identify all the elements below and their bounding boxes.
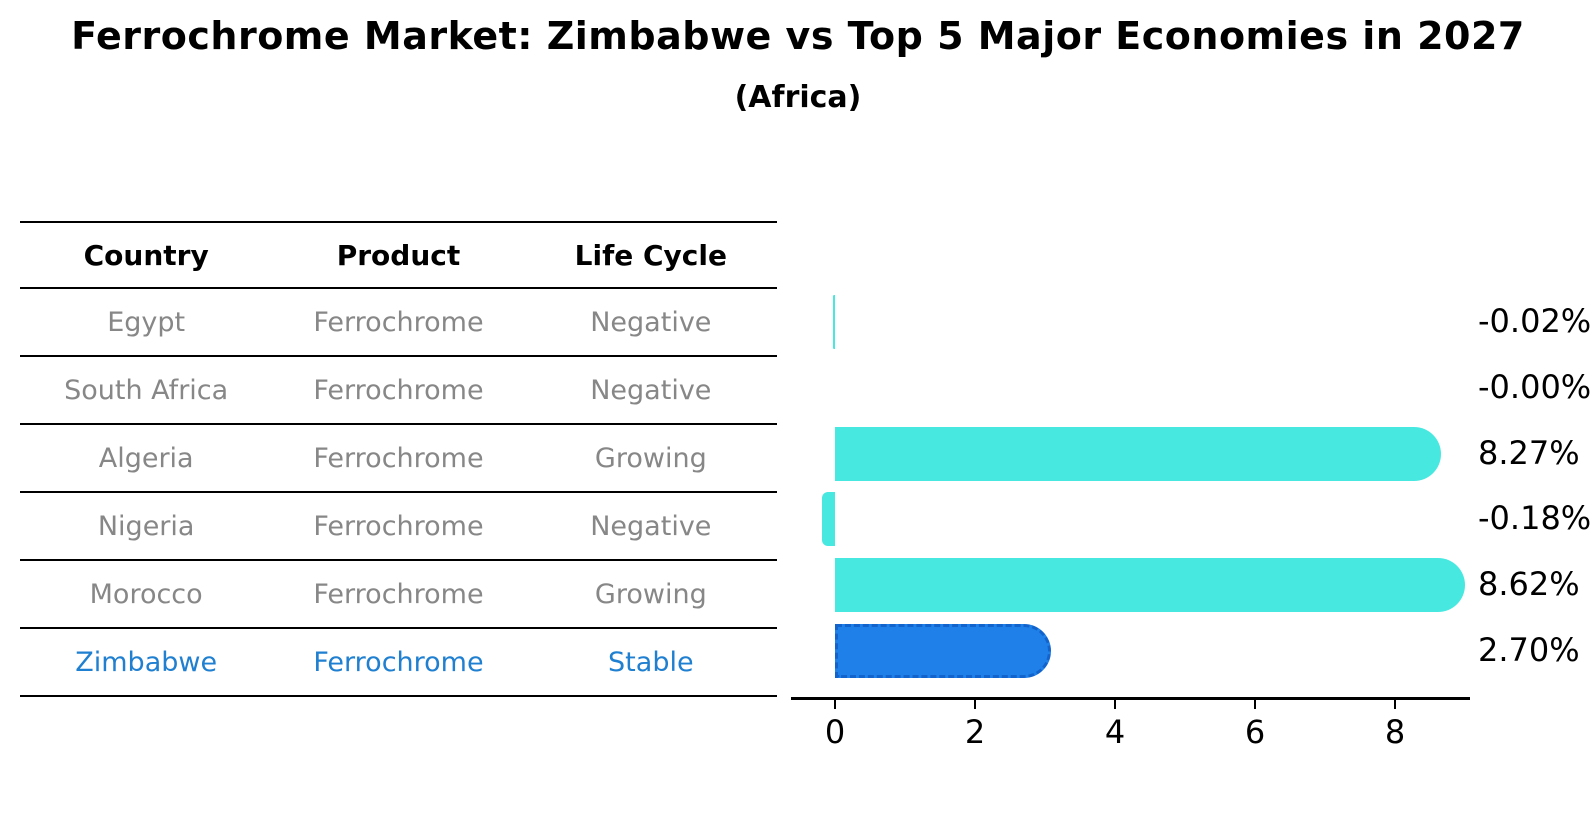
table-header-product: Product	[336, 238, 461, 272]
cell-country: South Africa	[64, 374, 229, 406]
chart-title: Ferrochrome Market: Zimbabwe vs Top 5 Ma…	[71, 14, 1525, 58]
x-axis-tick-6	[1254, 700, 1256, 709]
cell-product: Ferrochrome	[313, 578, 484, 610]
x-axis-tick-label-2: 2	[964, 713, 986, 751]
table-row-nigeria: Nigeria Ferrochrome Negative	[20, 493, 777, 561]
value-label-nigeria: -0.18%	[1478, 499, 1592, 538]
cell-life-cycle: Negative	[590, 306, 712, 338]
x-axis-tick-label-0: 0	[824, 713, 846, 751]
bar-egypt	[832, 295, 835, 349]
bar-zimbabwe	[835, 624, 1051, 678]
cell-country: Nigeria	[97, 510, 195, 542]
table-header-life-cycle: Life Cycle	[574, 238, 727, 272]
x-axis-tick-label-6: 6	[1244, 713, 1266, 751]
table-body: Egypt Ferrochrome Negative South Africa Ferr…	[20, 289, 777, 697]
value-label-south-africa: -0.00%	[1478, 368, 1592, 407]
value-label-zimbabwe: 2.70%	[1478, 631, 1580, 670]
x-axis-tick-label-8: 8	[1384, 713, 1406, 751]
cell-life-cycle: Stable	[608, 646, 694, 678]
table-row-morocco: Morocco Ferrochrome Growing	[20, 561, 777, 629]
chart-subtitle: (Africa)	[734, 80, 862, 115]
table-row-south-africa: South Africa Ferrochrome Negative	[20, 357, 777, 425]
table-header-country: Country	[83, 238, 209, 272]
cell-life-cycle: Negative	[590, 510, 712, 542]
x-axis-tick-4	[1114, 700, 1116, 709]
cell-product: Ferrochrome	[313, 306, 484, 338]
cell-country: Zimbabwe	[75, 646, 218, 678]
x-axis-tick-2	[974, 700, 976, 709]
bar-morocco	[835, 558, 1466, 613]
x-axis-tick-8	[1394, 700, 1396, 709]
country-table: Country Product Life Cycle Egypt Ferrochr…	[20, 221, 777, 697]
cell-country: Algeria	[98, 442, 194, 474]
cell-life-cycle: Growing	[594, 578, 707, 610]
x-axis-line	[791, 697, 1470, 700]
cell-product: Ferrochrome	[313, 646, 484, 678]
table-row-egypt: Egypt Ferrochrome Negative	[20, 289, 777, 357]
cell-life-cycle: Growing	[594, 442, 707, 474]
cell-product: Ferrochrome	[313, 442, 484, 474]
value-label-algeria: 8.27%	[1478, 433, 1580, 472]
table-row-zimbabwe: Zimbabwe Ferrochrome Stable	[20, 629, 777, 697]
cell-country: Morocco	[89, 578, 203, 610]
x-axis-tick-label-4: 4	[1104, 713, 1126, 751]
cell-country: Egypt	[107, 306, 186, 338]
value-label-egypt: -0.02%	[1478, 302, 1592, 341]
cell-product: Ferrochrome	[313, 374, 484, 406]
value-label-morocco: 8.62%	[1478, 565, 1580, 604]
cell-product: Ferrochrome	[313, 510, 484, 542]
cell-life-cycle: Negative	[590, 374, 712, 406]
table-row-algeria: Algeria Ferrochrome Growing	[20, 425, 777, 493]
table-header-row: Country Product Life Cycle	[20, 221, 777, 289]
bar-algeria	[835, 426, 1441, 481]
bar-nigeria	[822, 492, 835, 547]
x-axis-tick-0	[834, 700, 836, 709]
